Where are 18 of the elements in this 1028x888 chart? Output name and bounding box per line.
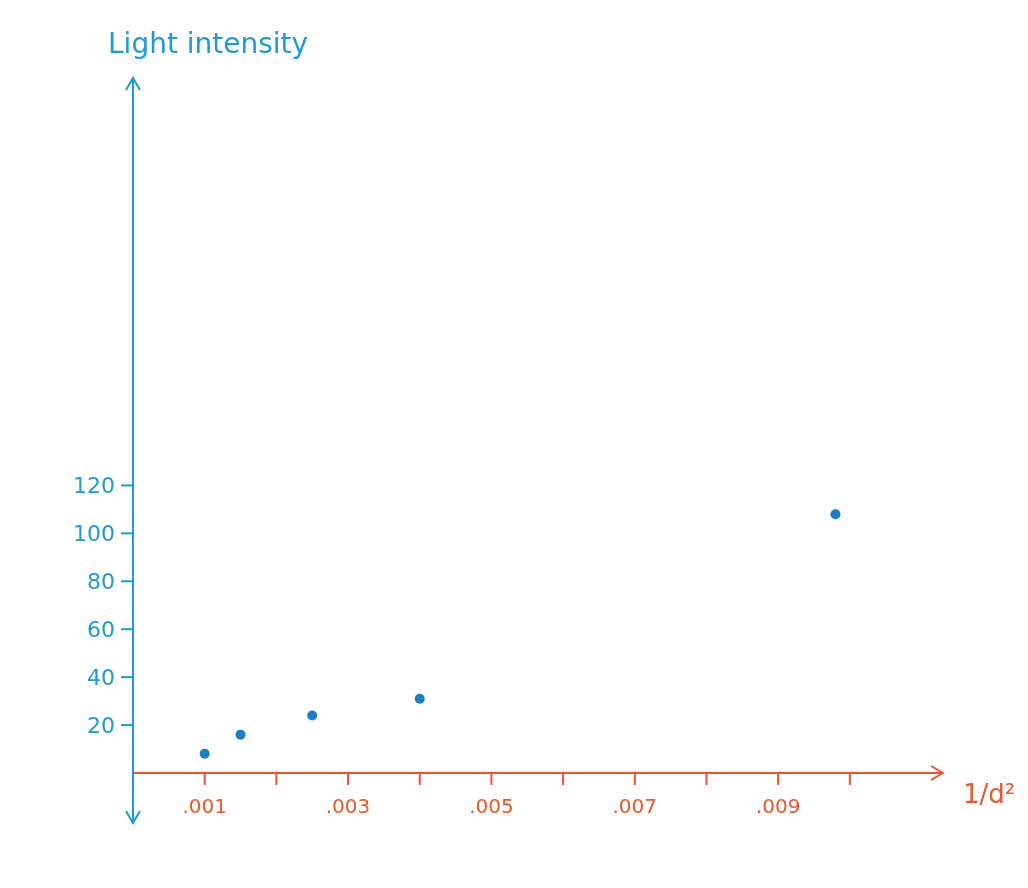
x-tick-label: .009 <box>755 794 801 818</box>
x-tick-label: .007 <box>612 794 658 818</box>
y-tick-label: 100 <box>73 521 115 547</box>
y-tick-label: 20 <box>87 712 115 738</box>
y-axis-title: Light intensity <box>108 27 309 60</box>
x-tick-label: .003 <box>325 794 371 818</box>
point <box>307 710 318 721</box>
x-tick-label: .005 <box>469 794 514 818</box>
point <box>414 693 425 704</box>
y-tick-label: 80 <box>87 568 115 594</box>
x-axis-title: 1/d² <box>963 779 1016 809</box>
point <box>830 509 841 520</box>
x-tick-label: .001 <box>182 794 227 818</box>
y-tick-label: 60 <box>87 616 115 642</box>
point <box>235 729 246 740</box>
y-tick-label: 40 <box>87 664 115 690</box>
y-tick-label: 120 <box>73 473 115 499</box>
point <box>199 748 210 759</box>
